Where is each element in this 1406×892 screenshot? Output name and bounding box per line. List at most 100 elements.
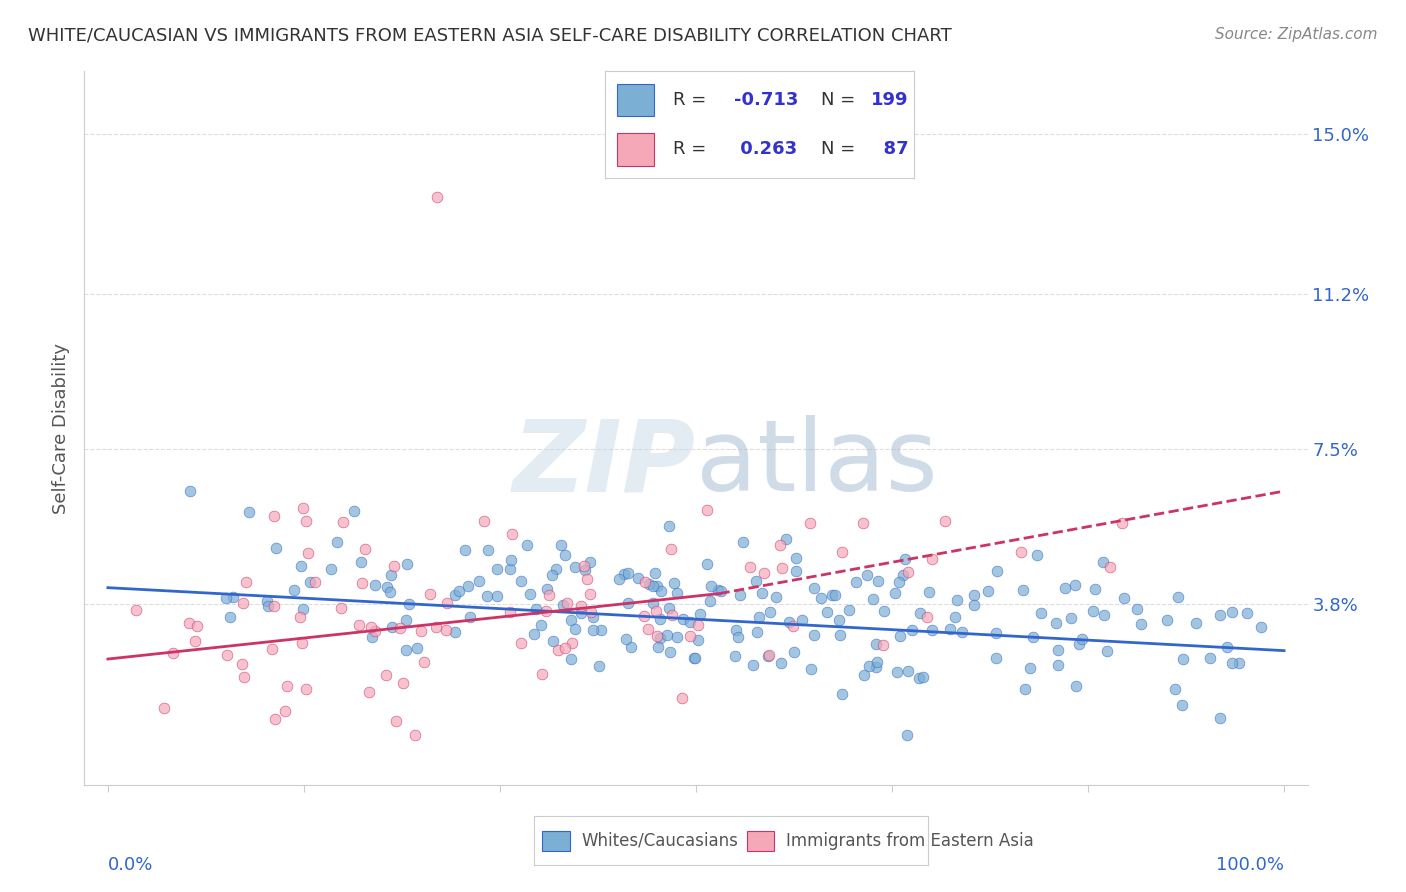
- Point: [395, 557, 418, 571]
- Point: [962, 598, 984, 612]
- Point: [579, 605, 602, 619]
- Point: [683, 650, 706, 665]
- Point: [547, 642, 569, 657]
- Text: 0.263: 0.263: [734, 141, 797, 159]
- Point: [591, 623, 613, 637]
- Point: [560, 613, 582, 627]
- Point: [1171, 652, 1194, 666]
- Point: [486, 589, 509, 603]
- Text: Whites/Caucasians: Whites/Caucasians: [582, 831, 738, 850]
- Point: [666, 631, 689, 645]
- Point: [404, 728, 426, 742]
- Point: [588, 659, 610, 673]
- Point: [728, 589, 751, 603]
- Point: [648, 632, 671, 646]
- Point: [555, 596, 578, 610]
- Point: [679, 629, 702, 643]
- Point: [374, 667, 396, 681]
- Point: [1019, 661, 1042, 675]
- Point: [866, 655, 889, 669]
- Point: [560, 652, 582, 666]
- FancyBboxPatch shape: [543, 831, 569, 851]
- Point: [477, 543, 499, 558]
- Point: [499, 562, 522, 576]
- Point: [790, 613, 813, 627]
- Point: [647, 640, 669, 654]
- Point: [889, 629, 911, 643]
- Text: atlas: atlas: [696, 416, 938, 512]
- Point: [865, 637, 887, 651]
- Point: [380, 567, 402, 582]
- Point: [770, 561, 793, 575]
- Point: [911, 670, 934, 684]
- Point: [976, 583, 998, 598]
- Point: [343, 504, 366, 518]
- Point: [553, 598, 575, 612]
- Point: [858, 658, 880, 673]
- Point: [295, 514, 318, 528]
- Point: [1022, 630, 1045, 644]
- Point: [266, 541, 288, 556]
- Point: [725, 623, 748, 637]
- Point: [388, 621, 411, 635]
- Point: [411, 624, 433, 638]
- Point: [738, 560, 761, 574]
- Point: [901, 623, 924, 637]
- Point: [292, 501, 315, 516]
- Point: [1112, 591, 1135, 606]
- Point: [332, 516, 354, 530]
- Point: [1227, 656, 1250, 670]
- Point: [377, 580, 399, 594]
- Point: [1092, 555, 1115, 569]
- Point: [659, 541, 682, 556]
- Point: [1067, 637, 1090, 651]
- Point: [934, 514, 956, 528]
- Point: [918, 584, 941, 599]
- Point: [1236, 606, 1258, 620]
- Point: [908, 671, 931, 685]
- Point: [921, 552, 943, 566]
- Point: [378, 585, 401, 599]
- Point: [554, 548, 576, 562]
- Point: [231, 657, 253, 671]
- Point: [292, 601, 315, 615]
- Point: [803, 628, 825, 642]
- Point: [617, 566, 640, 581]
- Point: [1029, 607, 1052, 621]
- Point: [1071, 632, 1094, 647]
- Point: [620, 640, 643, 655]
- Point: [643, 579, 665, 593]
- Point: [616, 596, 638, 610]
- Point: [1129, 617, 1152, 632]
- Point: [872, 638, 894, 652]
- Point: [645, 579, 668, 593]
- Point: [855, 568, 877, 582]
- Point: [354, 541, 377, 556]
- Point: [232, 670, 254, 684]
- Point: [291, 636, 314, 650]
- Point: [986, 564, 1008, 578]
- Point: [683, 650, 706, 665]
- Point: [499, 605, 522, 619]
- Point: [436, 596, 458, 610]
- FancyBboxPatch shape: [617, 134, 654, 166]
- Point: [661, 607, 683, 622]
- Point: [778, 615, 800, 629]
- Point: [381, 620, 404, 634]
- Point: [395, 613, 418, 627]
- Point: [444, 588, 467, 602]
- Point: [657, 628, 679, 642]
- Point: [274, 704, 297, 718]
- Point: [391, 676, 413, 690]
- Point: [475, 589, 498, 603]
- Point: [449, 583, 471, 598]
- Point: [574, 563, 596, 577]
- Point: [572, 559, 595, 574]
- Point: [799, 516, 821, 530]
- Point: [699, 579, 721, 593]
- Text: Source: ZipAtlas.com: Source: ZipAtlas.com: [1215, 27, 1378, 42]
- Point: [232, 596, 254, 610]
- Point: [921, 623, 943, 637]
- Point: [724, 649, 747, 664]
- Point: [939, 622, 962, 636]
